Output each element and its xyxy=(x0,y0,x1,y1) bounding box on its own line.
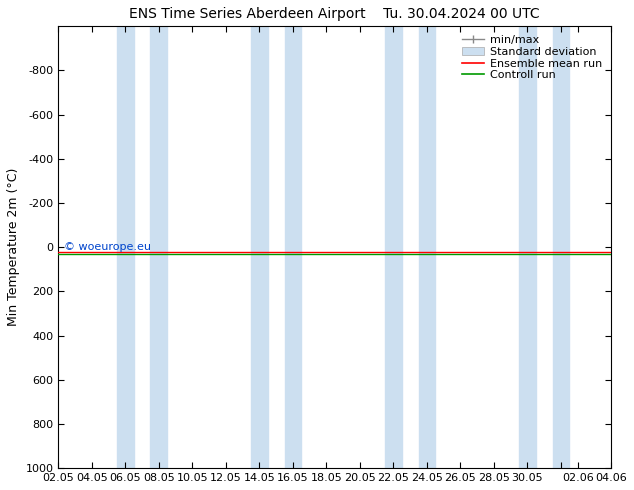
Bar xyxy=(150,26,167,468)
Bar xyxy=(519,26,536,468)
Y-axis label: Min Temperature 2m (°C): Min Temperature 2m (°C) xyxy=(7,168,20,326)
Text: © woeurope.eu: © woeurope.eu xyxy=(64,242,151,252)
Bar xyxy=(285,26,301,468)
Bar xyxy=(251,26,268,468)
Bar xyxy=(117,26,134,468)
Legend: min/max, Standard deviation, Ensemble mean run, Controll run: min/max, Standard deviation, Ensemble me… xyxy=(459,32,605,83)
Bar xyxy=(385,26,402,468)
Bar xyxy=(553,26,569,468)
Title: ENS Time Series Aberdeen Airport    Tu. 30.04.2024 00 UTC: ENS Time Series Aberdeen Airport Tu. 30.… xyxy=(129,7,540,21)
Bar xyxy=(418,26,436,468)
